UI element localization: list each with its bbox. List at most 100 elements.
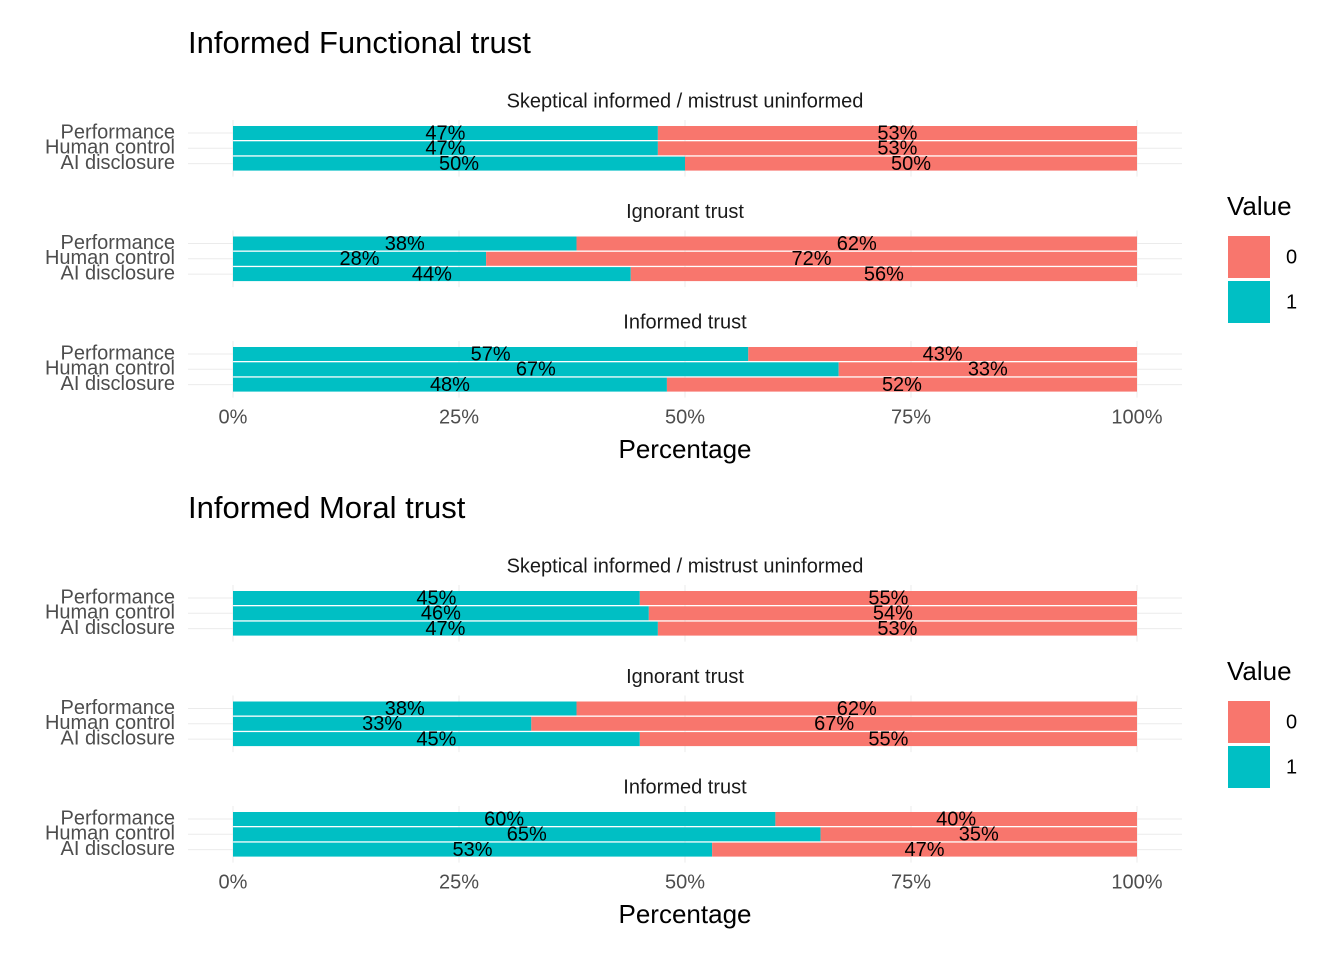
x-tick-label: 25% <box>439 871 479 893</box>
y-tick-label: Performance <box>61 232 176 254</box>
legend-label: 0 <box>1286 246 1297 268</box>
facet-title: Skeptical informed / mistrust uninformed <box>507 555 864 577</box>
data-label: 35% <box>959 824 999 846</box>
data-label: 53% <box>877 122 917 144</box>
y-tick-label: AI disclosure <box>61 262 176 284</box>
data-label: 33% <box>968 359 1008 381</box>
x-tick-label: 75% <box>891 406 931 428</box>
bar <box>233 141 658 156</box>
x-tick-label: 0% <box>219 406 248 428</box>
y-tick-label: AI disclosure <box>61 373 176 395</box>
data-label: 38% <box>385 233 425 255</box>
x-tick-label: 100% <box>1111 871 1162 893</box>
bar <box>486 251 1137 266</box>
bar <box>820 827 1137 842</box>
facet-title: Informed trust <box>623 776 747 798</box>
y-tick-label: AI disclosure <box>61 838 176 860</box>
bar <box>648 606 1137 621</box>
y-tick-label: Human control <box>45 712 175 734</box>
legend-key <box>1228 701 1270 743</box>
bar <box>685 156 1137 171</box>
data-label: 55% <box>868 587 908 609</box>
data-label: 72% <box>792 248 832 270</box>
bar <box>233 621 658 636</box>
data-label: 48% <box>430 374 470 396</box>
bar <box>233 716 532 731</box>
bar <box>639 732 1137 747</box>
data-label: 47% <box>425 138 465 160</box>
data-label: 38% <box>385 698 425 720</box>
bar <box>666 377 1137 392</box>
legend-title: Value <box>1227 191 1292 221</box>
facet-title: Informed trust <box>623 311 747 333</box>
bar <box>838 362 1137 377</box>
y-tick-label: AI disclosure <box>61 152 176 174</box>
y-tick-label: Human control <box>45 823 175 845</box>
bar <box>233 827 821 842</box>
data-label: 50% <box>439 153 479 175</box>
data-label: 67% <box>516 359 556 381</box>
bar <box>233 591 640 605</box>
chart-title: Informed Functional trust <box>188 25 531 60</box>
y-tick-label: AI disclosure <box>61 727 176 749</box>
y-tick-label: Performance <box>61 342 176 364</box>
data-label: 47% <box>425 122 465 144</box>
y-tick-label: Human control <box>45 137 175 159</box>
x-tick-label: 0% <box>219 871 248 893</box>
y-tick-label: Performance <box>61 121 176 143</box>
facet-title: Skeptical informed / mistrust uninformed <box>507 90 864 112</box>
x-tick-label: 100% <box>1111 406 1162 428</box>
data-label: 60% <box>484 808 524 830</box>
facet-title: Ignorant trust <box>626 201 744 223</box>
data-label: 47% <box>905 839 945 861</box>
chart-title: Informed Moral trust <box>188 490 466 525</box>
data-label: 57% <box>471 343 511 365</box>
bar <box>233 251 487 266</box>
y-tick-label: Human control <box>45 247 175 269</box>
y-tick-label: AI disclosure <box>61 617 176 639</box>
x-axis-label: Percentage <box>619 899 752 929</box>
data-label: 44% <box>412 263 452 285</box>
data-label: 46% <box>421 603 461 625</box>
bar <box>233 377 667 392</box>
bar <box>775 812 1137 826</box>
data-label: 67% <box>814 713 854 735</box>
bar <box>639 591 1137 605</box>
bar <box>233 701 577 716</box>
bar <box>576 701 1137 716</box>
data-label: 53% <box>877 618 917 640</box>
legend-key <box>1228 281 1270 323</box>
bar <box>233 126 658 140</box>
data-label: 53% <box>453 839 493 861</box>
data-label: 45% <box>416 587 456 609</box>
x-tick-label: 50% <box>665 406 705 428</box>
bar <box>630 267 1137 282</box>
bar <box>233 156 685 171</box>
data-label: 56% <box>864 263 904 285</box>
data-label: 65% <box>507 824 547 846</box>
bar <box>233 236 577 251</box>
x-axis-label: Percentage <box>619 434 752 464</box>
data-label: 33% <box>362 713 402 735</box>
x-tick-label: 25% <box>439 406 479 428</box>
data-label: 43% <box>923 343 963 365</box>
y-tick-label: Performance <box>61 807 176 829</box>
y-tick-label: Human control <box>45 358 175 380</box>
bar <box>712 842 1137 857</box>
legend-title: Value <box>1227 656 1292 686</box>
bar <box>531 716 1137 731</box>
bar <box>233 732 640 747</box>
bar <box>233 347 749 361</box>
bar <box>576 236 1137 251</box>
data-label: 52% <box>882 374 922 396</box>
data-label: 54% <box>873 603 913 625</box>
data-label: 53% <box>877 138 917 160</box>
bar <box>233 606 649 621</box>
data-label: 50% <box>891 153 931 175</box>
data-label: 28% <box>340 248 380 270</box>
data-label: 55% <box>868 728 908 750</box>
bar <box>233 267 631 282</box>
y-tick-label: Human control <box>45 602 175 624</box>
